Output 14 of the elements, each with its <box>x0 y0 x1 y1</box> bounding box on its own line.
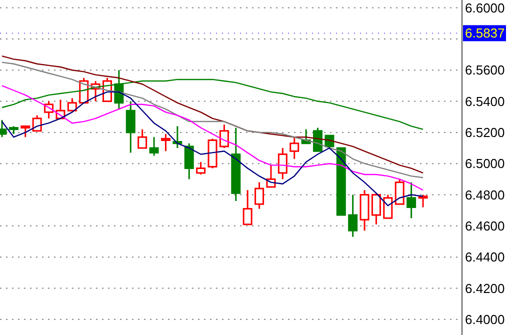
y-tick-label: 6.5200 <box>465 124 505 140</box>
y-tick-label: 6.5600 <box>465 62 505 78</box>
candlestick <box>406 182 416 219</box>
y-tick-label: 6.4000 <box>465 312 505 327</box>
y-tick-label: 6.4600 <box>465 218 505 234</box>
line-series <box>1 85 424 191</box>
y-tick-label: 6.5000 <box>465 156 505 172</box>
candlestick <box>126 100 136 154</box>
y-tick-label: 6.4800 <box>465 187 505 202</box>
y-tick-label: 6.4400 <box>465 250 505 265</box>
ref-line-label: 6.5837 <box>465 26 505 41</box>
y-tick-label: 6.6000 <box>465 0 505 16</box>
y-tick-label: 6.5400 <box>465 94 505 109</box>
y-tick-label: 6.4200 <box>465 280 505 296</box>
